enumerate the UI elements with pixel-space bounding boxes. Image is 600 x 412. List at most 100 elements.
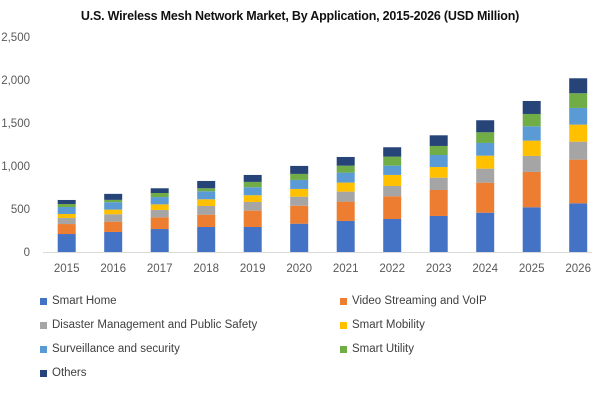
- x-tick-label: 2022: [379, 263, 405, 275]
- bar-segment-smart-home-2024: [476, 212, 495, 252]
- x-tick-label: 2024: [472, 263, 498, 275]
- bar-segment-smart-utility-2016: [104, 199, 123, 203]
- bar-segment-surveillance-and-security-2020: [290, 179, 309, 189]
- bar-segment-smart-utility-2017: [150, 193, 169, 198]
- bar-segment-smart-home-2017: [150, 229, 169, 252]
- bar-segment-disaster-management-and-public-safety-2017: [150, 210, 169, 218]
- bar-segment-others-2016: [104, 193, 123, 200]
- bar-segment-smart-mobility-2015: [57, 213, 76, 219]
- bar-segment-video-streaming-and-voip-2016: [104, 221, 123, 232]
- bar-segment-surveillance-and-security-2026: [569, 107, 588, 125]
- bar-segment-disaster-management-and-public-safety-2020: [290, 196, 309, 206]
- bar-segment-smart-utility-2021: [336, 165, 355, 173]
- bar-segment-others-2022: [383, 147, 402, 157]
- bar-segment-disaster-management-and-public-safety-2023: [429, 177, 448, 190]
- bar-stack-2024: [476, 120, 495, 252]
- bar-segment-surveillance-and-security-2023: [429, 154, 448, 168]
- bar-stack-2023: [429, 135, 448, 252]
- bar-segment-smart-mobility-2021: [336, 182, 355, 192]
- bar-stack-2026: [569, 78, 588, 252]
- bar-stack-2016: [104, 193, 123, 252]
- bar-segment-smart-mobility-2019: [243, 195, 262, 202]
- legend-item: Video Streaming and VoIP: [340, 295, 487, 307]
- bar-segment-smart-utility-2015: [57, 204, 76, 208]
- bar-segment-smart-home-2023: [429, 215, 448, 252]
- bar-segment-smart-mobility-2017: [150, 204, 169, 211]
- bar-segment-smart-mobility-2018: [197, 199, 216, 206]
- legend-swatch-icon: [40, 297, 47, 305]
- bar-segment-smart-utility-2025: [522, 113, 541, 127]
- bar-segment-video-streaming-and-voip-2022: [383, 196, 402, 219]
- bar-stack-2025: [522, 100, 541, 252]
- bar-segment-video-streaming-and-voip-2017: [150, 217, 169, 230]
- y-tick-label: 1,500: [1, 118, 30, 130]
- bar-segment-smart-utility-2023: [429, 145, 448, 155]
- y-tick-label: 500: [11, 204, 30, 216]
- bar-stack-2021: [336, 156, 355, 252]
- legend-swatch-icon: [40, 369, 47, 377]
- bar-segment-disaster-management-and-public-safety-2021: [336, 191, 355, 202]
- bar-segment-others-2021: [336, 156, 355, 166]
- bar-segment-others-2018: [197, 180, 216, 189]
- legend-label: Smart Mobility: [352, 319, 425, 331]
- x-tick-label: 2020: [286, 263, 312, 275]
- bar-segment-smart-home-2026: [569, 203, 588, 252]
- bar-segment-disaster-management-and-public-safety-2025: [522, 155, 541, 172]
- legend-swatch-icon: [340, 297, 347, 305]
- bar-segment-surveillance-and-security-2025: [522, 126, 541, 141]
- bar-segment-surveillance-and-security-2018: [197, 191, 216, 200]
- bar-stack-2022: [383, 147, 402, 252]
- bar-segment-smart-utility-2022: [383, 156, 402, 166]
- bar-segment-smart-home-2020: [290, 223, 309, 252]
- legend-item: Others: [40, 367, 87, 379]
- bar-segment-others-2026: [569, 78, 588, 94]
- x-tick-label: 2026: [565, 263, 591, 275]
- x-tick-label: 2015: [54, 263, 80, 275]
- bar-segment-smart-home-2015: [57, 234, 76, 252]
- y-tick-label: 2,000: [1, 75, 30, 87]
- legend-label: Disaster Management and Public Safety: [52, 319, 258, 331]
- bar-segment-smart-mobility-2025: [522, 140, 541, 156]
- bar-segment-disaster-management-and-public-safety-2024: [476, 168, 495, 183]
- legend-item: Surveillance and security: [40, 343, 180, 355]
- y-tick-label: 0: [24, 247, 30, 259]
- bar-segment-smart-mobility-2026: [569, 124, 588, 142]
- bar-segment-smart-mobility-2024: [476, 155, 495, 169]
- bar-segment-others-2024: [476, 120, 495, 133]
- bar-segment-smart-mobility-2022: [383, 174, 402, 186]
- bar-segment-others-2025: [522, 100, 541, 114]
- x-tick-label: 2017: [147, 263, 173, 275]
- bar-segment-surveillance-and-security-2022: [383, 165, 402, 175]
- bar-segment-smart-home-2025: [522, 207, 541, 252]
- bar-segment-others-2020: [290, 165, 309, 174]
- legend-label: Smart Utility: [352, 343, 414, 355]
- legend-swatch-icon: [40, 321, 47, 329]
- legend-label: Others: [52, 367, 87, 379]
- bar-segment-video-streaming-and-voip-2024: [476, 182, 495, 213]
- bar-segment-smart-home-2019: [243, 226, 262, 252]
- bar-segment-video-streaming-and-voip-2021: [336, 201, 355, 221]
- legend-label: Smart Home: [52, 295, 117, 307]
- bar-segment-disaster-management-and-public-safety-2022: [383, 185, 402, 197]
- bar-segment-others-2023: [429, 135, 448, 146]
- bar-segment-disaster-management-and-public-safety-2019: [243, 201, 262, 211]
- bar-segment-smart-utility-2018: [197, 188, 216, 192]
- bar-stack-2017: [150, 188, 169, 252]
- y-axis: 0 500 1,000 1,500 2,000 2,500: [1, 32, 30, 259]
- bar-segment-smart-mobility-2023: [429, 167, 448, 178]
- x-tick-label: 2025: [519, 263, 545, 275]
- bar-stack-2020: [290, 165, 309, 252]
- legend-swatch-icon: [40, 345, 47, 353]
- legend-item: Smart Home: [40, 295, 117, 307]
- bar-segment-surveillance-and-security-2019: [243, 187, 262, 196]
- bar-segment-video-streaming-and-voip-2020: [290, 205, 309, 224]
- legend-swatch-icon: [340, 345, 347, 353]
- bar-segment-others-2017: [150, 188, 169, 194]
- chart-title: U.S. Wireless Mesh Network Market, By Ap…: [80, 9, 520, 23]
- bar-segment-video-streaming-and-voip-2026: [569, 159, 588, 204]
- bar-segment-video-streaming-and-voip-2025: [522, 171, 541, 208]
- legend-label: Surveillance and security: [52, 343, 180, 355]
- x-axis: 2015 2016 2017 2018 2019 2020 2021 2022 2023 2024…: [54, 263, 591, 275]
- bar-stack-2019: [243, 174, 262, 252]
